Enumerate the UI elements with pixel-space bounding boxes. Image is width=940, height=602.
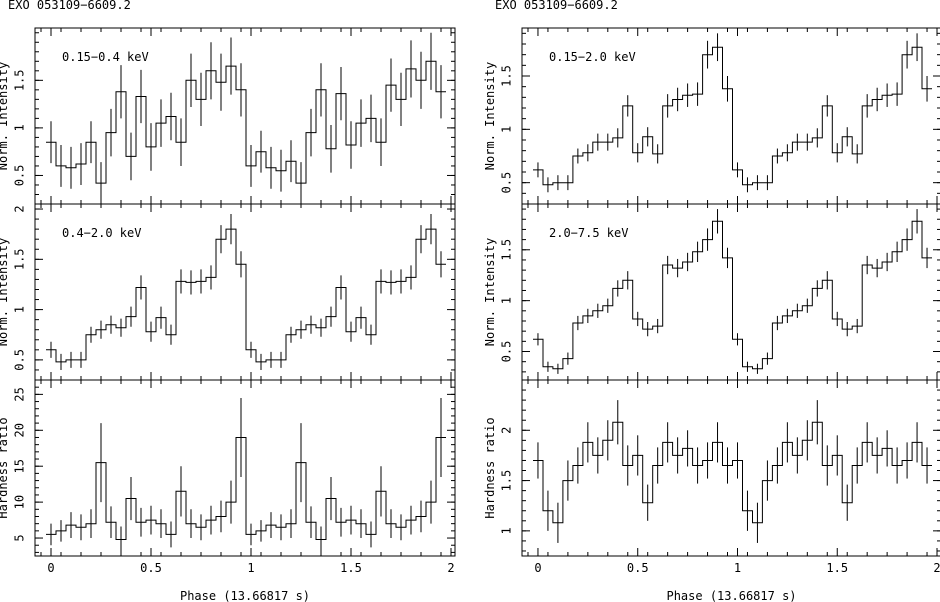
y-axis-title: Hardness ratio (0, 417, 10, 518)
energy-band-label: 0.4−2.0 keV (62, 226, 141, 240)
histogram-step-line (533, 46, 932, 186)
panel-1-3: 5 10 15 20 25 Hardness ratio (0, 379, 456, 557)
x-tick-label: 0.5 (627, 561, 649, 575)
y-tick-label: 0.5 (500, 341, 514, 363)
histogram-step-line (533, 421, 932, 524)
y-tick-label: 1 (500, 527, 514, 534)
y-axis-title: Norm. Intensity (0, 238, 10, 346)
object-name: EXO 053109−6609.2 (495, 0, 618, 12)
panel-frame (34, 379, 456, 557)
y-tick-label: 2 (500, 427, 514, 434)
x-tick-label: 1.5 (340, 561, 362, 575)
energy-band-label: 0.15−0.4 keV (62, 50, 149, 64)
y-tick-label: 1 (13, 306, 27, 313)
y-tick-label: 10 (13, 495, 27, 509)
histogram-step-line (46, 437, 446, 540)
y-axis-title: Norm. Intensity (483, 238, 497, 346)
y-tick-label: 20 (13, 423, 27, 437)
x-tick-label: 1.5 (826, 561, 848, 575)
y-tick-label: 1.5 (500, 239, 514, 261)
y-axis-title: Norm. Intensity (483, 62, 497, 170)
y-tick-label: 25 (13, 387, 27, 401)
y-tick-label: 1.5 (500, 470, 514, 492)
y-tick-label: 5 (13, 534, 27, 541)
x-tick-label: 2 (447, 561, 454, 575)
object-name: EXO 053109−6609.2 (8, 0, 131, 12)
histogram-step-line (46, 60, 446, 184)
x-axis-title: Phase (13.66817 s) (666, 589, 796, 602)
histogram-step-line (533, 220, 932, 370)
x-tick-label: 1 (734, 561, 741, 575)
y-tick-label: 1.5 (13, 248, 27, 270)
histogram-step-line (46, 228, 446, 363)
y-tick-label: 0.5 (13, 349, 27, 371)
x-tick-label: 0.5 (140, 561, 162, 575)
y-tick-label: 1 (13, 124, 27, 131)
y-axis-title: Hardness ratio (483, 417, 497, 518)
x-tick-label: 1 (247, 561, 254, 575)
panel-1-2: 0.5 1 1.5 2 Norm. Intensity 0.4−2.0 keV (0, 203, 456, 381)
x-axis-title: Phase (13.66817 s) (180, 589, 310, 602)
y-tick-label: 15 (13, 459, 27, 473)
y-tick-label: 1.5 (13, 69, 27, 91)
x-tick-label: 2 (933, 561, 940, 575)
panel-frame (521, 379, 940, 557)
y-tick-label: 2 (13, 205, 27, 212)
y-tick-label: 0.5 (13, 165, 27, 187)
energy-band-label: 2.0−7.5 keV (549, 226, 628, 240)
y-axis-title: Norm. Intensity (0, 62, 10, 170)
energy-band-label: 0.15−2.0 keV (549, 50, 636, 64)
y-tick-label: 0.5 (500, 172, 514, 194)
y-tick-label: 1 (500, 297, 514, 304)
y-tick-label: 1.5 (500, 65, 514, 87)
y-tick-label: 1 (500, 126, 514, 133)
x-tick-label: 0 (534, 561, 541, 575)
x-tick-label: 0 (47, 561, 54, 575)
